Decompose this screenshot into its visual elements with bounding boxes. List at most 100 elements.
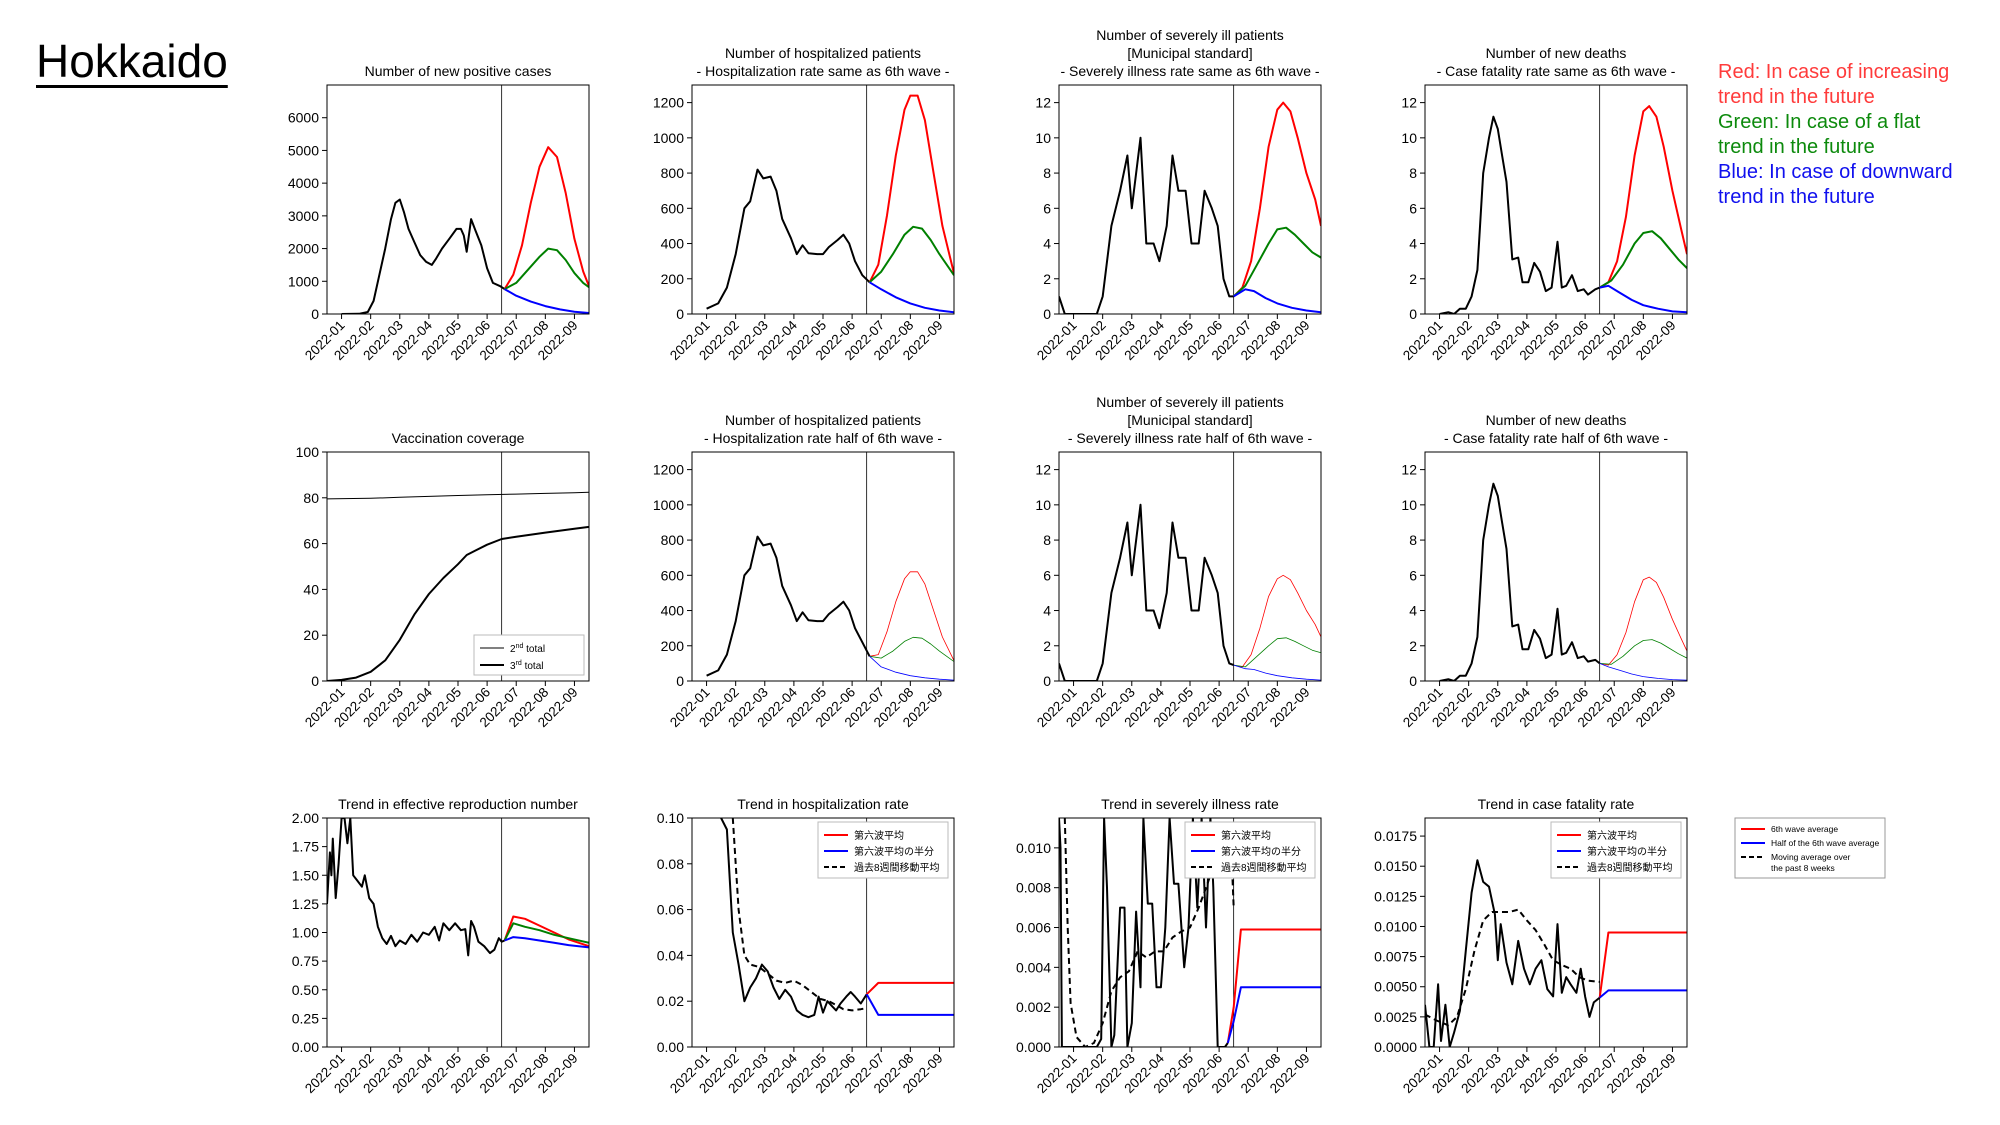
series-down — [869, 656, 954, 681]
series-group — [327, 491, 589, 681]
y-tick-label: 0.0050 — [1374, 979, 1417, 995]
legend-label: 第六波平均の半分 — [1587, 845, 1667, 858]
chart-severe_rate: Trend in severely illness rate 0.000 0.002… — [1016, 796, 1322, 1096]
series-down — [869, 281, 954, 314]
scenario-note-line: Blue: In case of downward — [1718, 161, 1953, 183]
y-tick-label: 20 — [303, 627, 319, 643]
plot-frame — [1424, 451, 1688, 682]
y-tick-label: 6 — [1043, 567, 1051, 583]
chart-title: Number of hospitalized patients — [725, 45, 921, 61]
series-up — [868, 94, 954, 283]
series-actual — [706, 535, 871, 677]
y-tick-label: 1.75 — [292, 839, 319, 855]
y-tick-label: 0.006 — [1016, 920, 1051, 936]
series-actual — [720, 818, 868, 1019]
legend-label: 第六波平均の半分 — [854, 845, 934, 858]
series-group — [1439, 105, 1687, 314]
legend-label: Moving average over — [1771, 852, 1851, 862]
plot-frame — [1058, 451, 1322, 682]
chart-vaccination: Vaccination coverage0204060801002022-012… — [296, 430, 590, 730]
series-group — [341, 146, 589, 314]
scenario-color-notes: Red: In case of increasing trend in the f… — [1718, 60, 1953, 210]
series-actual — [341, 198, 506, 314]
y-tick-label: 8 — [1043, 165, 1051, 181]
legend-label: the past 8 weeks — [1771, 863, 1835, 873]
chart-deaths_half: Number of new deaths - Case fatality rate… — [1400, 412, 1688, 730]
legend-label: Half of the 6th wave average — [1771, 838, 1879, 848]
series-actual — [1059, 818, 1229, 1047]
series-flat — [1233, 226, 1321, 298]
series-flat — [503, 922, 589, 944]
chart-title: Number of new positive cases — [365, 63, 552, 79]
chart-title: Trend in hospitalization rate — [737, 796, 909, 812]
legend-label: 第六波平均 — [1587, 829, 1637, 842]
y-tick-label: 8 — [1409, 532, 1417, 548]
plot-frame — [1424, 817, 1688, 1048]
y-tick-label: 6 — [1409, 567, 1417, 583]
y-tick-label: 0.0075 — [1374, 949, 1417, 965]
y-tick-label: 0.00 — [657, 1039, 684, 1055]
chart-title: - Hospitalization rate half of 6th wave … — [704, 430, 942, 446]
chart-legend — [473, 634, 585, 676]
y-tick-label: 400 — [661, 236, 685, 252]
y-tick-label: 0 — [1409, 673, 1417, 689]
series-actual — [327, 491, 589, 500]
series-group — [706, 94, 954, 314]
series-dash — [1063, 818, 1235, 1047]
y-tick-label: 0.0000 — [1374, 1039, 1417, 1055]
series-down — [1233, 664, 1321, 681]
series-group — [1059, 503, 1321, 681]
series-group — [1439, 482, 1687, 681]
series-up — [1598, 931, 1687, 998]
chart-title: Trend in case fatality rate — [1478, 796, 1635, 812]
y-tick-label: 0 — [676, 306, 684, 322]
series-actual — [706, 168, 871, 310]
scenario-note-line: trend in the future — [1718, 136, 1875, 158]
y-tick-label: 4 — [1043, 603, 1051, 619]
plot-frame — [691, 451, 955, 682]
y-tick-label: 0.25 — [292, 1010, 319, 1026]
y-tick-label: 1200 — [653, 462, 684, 478]
series-flat — [1599, 230, 1687, 289]
y-tick-label: 60 — [303, 536, 319, 552]
series-flat — [869, 636, 954, 662]
y-tick-label: 1000 — [653, 497, 684, 513]
series-actual — [1059, 136, 1234, 314]
y-tick-label: 0.0175 — [1374, 828, 1417, 844]
y-tick-label: 0 — [1409, 306, 1417, 322]
series-group — [327, 818, 589, 957]
legend-label: 第六波平均 — [854, 829, 904, 842]
y-tick-label: 10 — [1035, 130, 1051, 146]
y-tick-label: 1000 — [288, 273, 319, 289]
y-tick-label: 12 — [1035, 95, 1051, 111]
y-tick-label: 2 — [1409, 271, 1417, 287]
series-up — [1599, 576, 1687, 666]
chart-title: Number of hospitalized patients — [725, 412, 921, 428]
chart-title: Trend in severely illness rate — [1101, 796, 1279, 812]
y-tick-label: 0.0125 — [1374, 888, 1417, 904]
series-flat — [868, 225, 954, 284]
chart-cfr: Trend in case fatality rate 0.0000 0.0025 0… — [1374, 796, 1688, 1096]
y-tick-label: 12 — [1401, 462, 1417, 478]
series-down — [1599, 989, 1687, 999]
chart-hosp_rate: Trend in hospitalization rate 0.00 0.02 0.0… — [657, 796, 955, 1096]
y-tick-label: 0.75 — [292, 953, 319, 969]
y-tick-label: 2.00 — [292, 810, 319, 826]
chart-severe_half: Number of severely ill patients [Municipa… — [1034, 394, 1322, 730]
y-tick-label: 600 — [661, 200, 685, 216]
series-down — [504, 936, 589, 949]
series-up — [503, 915, 589, 948]
y-tick-label: 200 — [661, 271, 685, 287]
y-tick-label: 12 — [1035, 462, 1051, 478]
chart-title: Number of severely ill patients — [1096, 27, 1284, 43]
chart-severe_same: Number of severely ill patients [Municipa… — [1034, 27, 1322, 363]
y-tick-label: 8 — [1409, 165, 1417, 181]
y-tick-label: 0.004 — [1016, 959, 1051, 975]
y-tick-label: 100 — [296, 444, 320, 460]
y-tick-label: 0.04 — [657, 947, 684, 963]
y-tick-label: 2 — [1043, 638, 1051, 654]
series-dash — [1425, 908, 1600, 1027]
plot-frame — [691, 84, 955, 315]
chart-hosp_half: Number of hospitalized patients - Hospita… — [653, 412, 955, 730]
y-tick-label: 0.002 — [1016, 999, 1051, 1015]
